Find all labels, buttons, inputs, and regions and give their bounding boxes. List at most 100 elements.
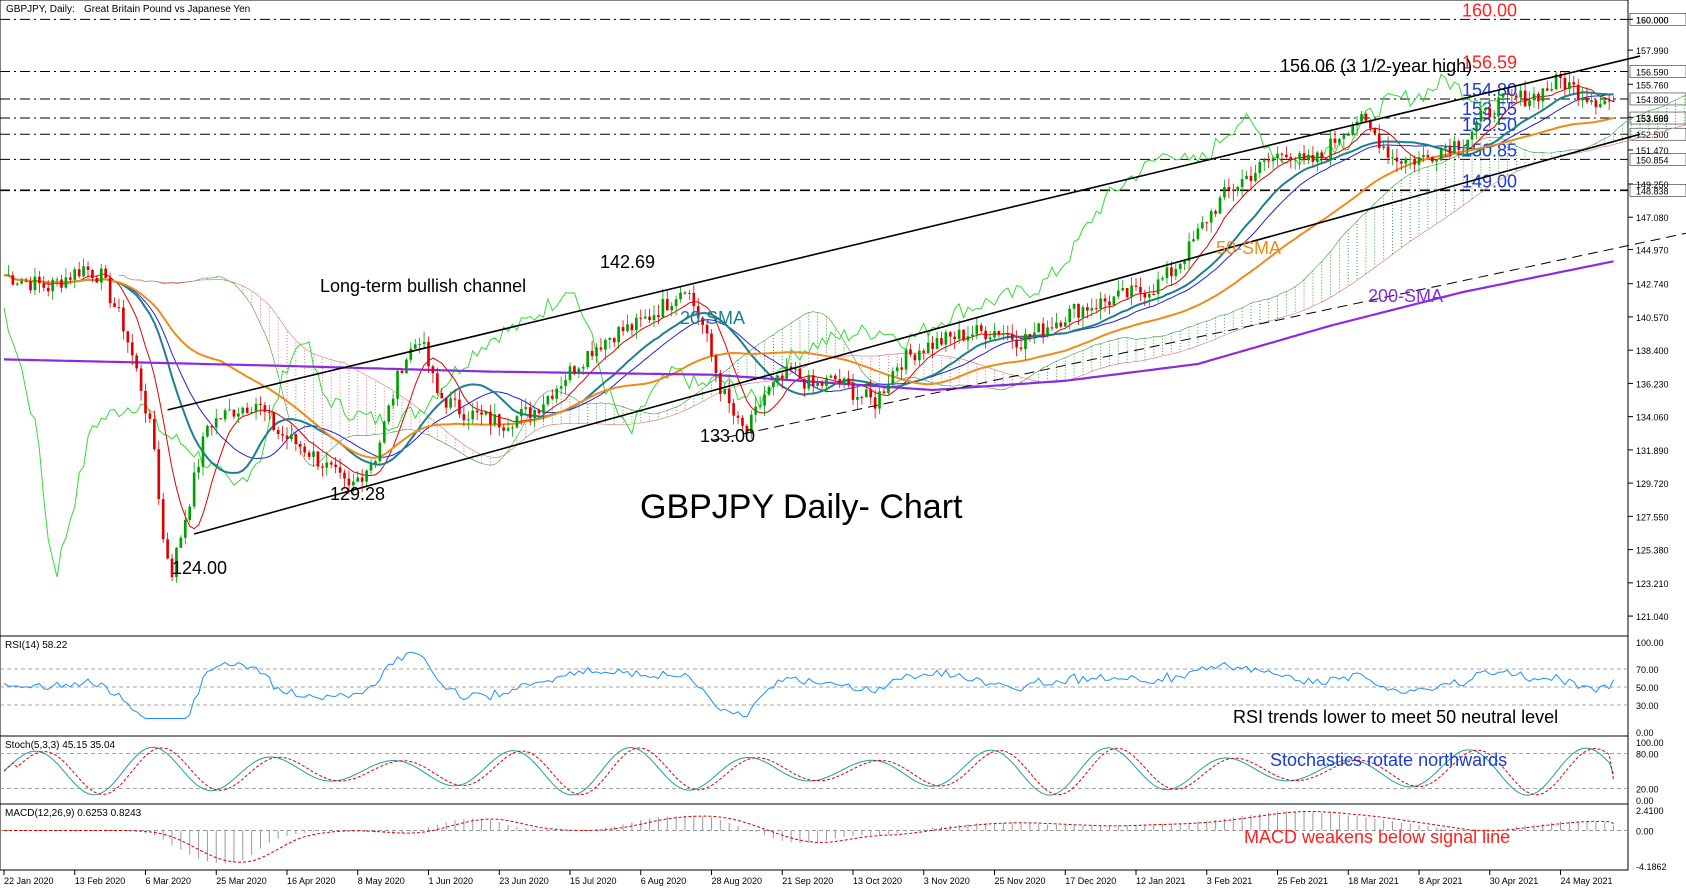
pane-tick-label: 50.00 [1636, 683, 1659, 693]
candle-body [798, 368, 802, 379]
candle-body [608, 337, 612, 340]
candle-body [878, 391, 881, 409]
candle-body [1254, 172, 1257, 181]
candle-body [1218, 197, 1222, 214]
time-tick-label: 28 Aug 2020 [712, 876, 763, 886]
candle-body [935, 338, 939, 349]
candle-body [312, 451, 315, 457]
stoch-pane-label: Stoch(5,3,3) 45.15 35.04 [5, 740, 116, 751]
pane-tick-label: 0.00 [1636, 796, 1654, 806]
candle-body [400, 370, 404, 374]
candle-body [497, 414, 501, 428]
candle-body [997, 330, 1001, 335]
candlesticks [7, 70, 1615, 583]
candle-body [900, 367, 903, 370]
candle-body [391, 398, 395, 406]
candle-body [475, 410, 479, 413]
candle-body [1280, 153, 1284, 155]
price-tick-label: 131.890 [1636, 446, 1669, 456]
candle-body [259, 403, 262, 406]
candle-body [1147, 293, 1151, 298]
candle-body [1399, 161, 1403, 164]
candle-body [60, 279, 63, 288]
price-tick-label: 138.400 [1636, 346, 1669, 356]
candle-body [727, 389, 731, 404]
candle-body [42, 283, 46, 288]
candle-body [86, 266, 90, 270]
price-tick-label: 153.600 [1636, 113, 1669, 123]
candle-body [7, 275, 10, 277]
candle-body [820, 382, 824, 386]
chart-description: Great Britain Pound vs Japanese Yen [84, 4, 250, 15]
candle-body [1581, 97, 1584, 101]
candle-body [352, 481, 355, 486]
candle-body [1024, 333, 1027, 350]
candle-body [1430, 157, 1434, 162]
candle-body [117, 307, 121, 309]
rsi-pane-label: RSI(14) 58.22 [5, 640, 68, 651]
price-tick-label: 123.210 [1636, 579, 1669, 589]
candle-body [537, 410, 541, 414]
candle-body [82, 266, 85, 277]
level-tag: 152.500 [1636, 130, 1669, 140]
candle-body [1081, 307, 1085, 318]
candle-body [1612, 100, 1615, 102]
price-tick-label: 142.740 [1636, 280, 1669, 290]
level-tag: 148.838 [1636, 186, 1669, 196]
candle-body [387, 405, 391, 422]
candle-body [378, 442, 382, 462]
candle-body [1594, 100, 1598, 108]
pane-tick-label: 20.00 [1636, 784, 1659, 794]
candle-body [581, 366, 585, 369]
bullish-channel [167, 55, 1686, 535]
candle-body [842, 378, 846, 384]
time-tick-label: 24 May 2021 [1561, 876, 1613, 886]
senkou-span-b [119, 124, 1686, 458]
candle-body [776, 375, 780, 382]
candle-body [422, 341, 426, 344]
candle-body [546, 395, 550, 405]
level-tag: 154.800 [1636, 95, 1669, 105]
candle-body [157, 449, 161, 500]
candle-body [887, 384, 890, 394]
candle-body [723, 389, 727, 394]
candle-body [1329, 138, 1332, 160]
candle-body [1108, 301, 1111, 306]
candle-body [732, 403, 735, 416]
candle-body [126, 331, 130, 343]
candle-body [626, 324, 629, 332]
candle-body [1094, 308, 1098, 310]
candle-body [1245, 175, 1248, 180]
candle-body [763, 394, 766, 406]
candle-body [1196, 228, 1200, 240]
candle-body [329, 462, 333, 465]
candle-body [219, 418, 223, 420]
candle-body [1055, 322, 1058, 329]
sma20-label: 20-SMA [680, 308, 745, 328]
candle-body [524, 407, 528, 410]
candle-body [1099, 298, 1102, 309]
candle-body [1457, 141, 1461, 150]
candle-body [1554, 74, 1558, 90]
pane-tick-label: -4.1862 [1636, 862, 1667, 872]
rsi-line [3, 651, 1615, 719]
pane-tick-label: 0.00 [1636, 728, 1654, 738]
candle-body [515, 416, 519, 428]
candle-body [811, 375, 815, 386]
time-tick-label: 30 Apr 2021 [1490, 876, 1539, 886]
candle-body [108, 277, 112, 304]
candle-body [321, 466, 324, 468]
candle-body [1201, 222, 1204, 229]
pane-tick-label: 100.00 [1636, 638, 1664, 648]
candle-body [1068, 308, 1072, 323]
time-tick-label: 13 Oct 2020 [853, 876, 902, 886]
candle-body [303, 446, 307, 453]
macd-pane-frame [0, 803, 1629, 871]
candle-body [679, 292, 682, 300]
candle-body [577, 368, 581, 374]
candle-body [1470, 131, 1474, 140]
candle-body [374, 461, 377, 465]
pane-tick-label: 100.00 [1636, 738, 1664, 748]
candle-body [1032, 332, 1036, 337]
candle-body [630, 324, 634, 331]
